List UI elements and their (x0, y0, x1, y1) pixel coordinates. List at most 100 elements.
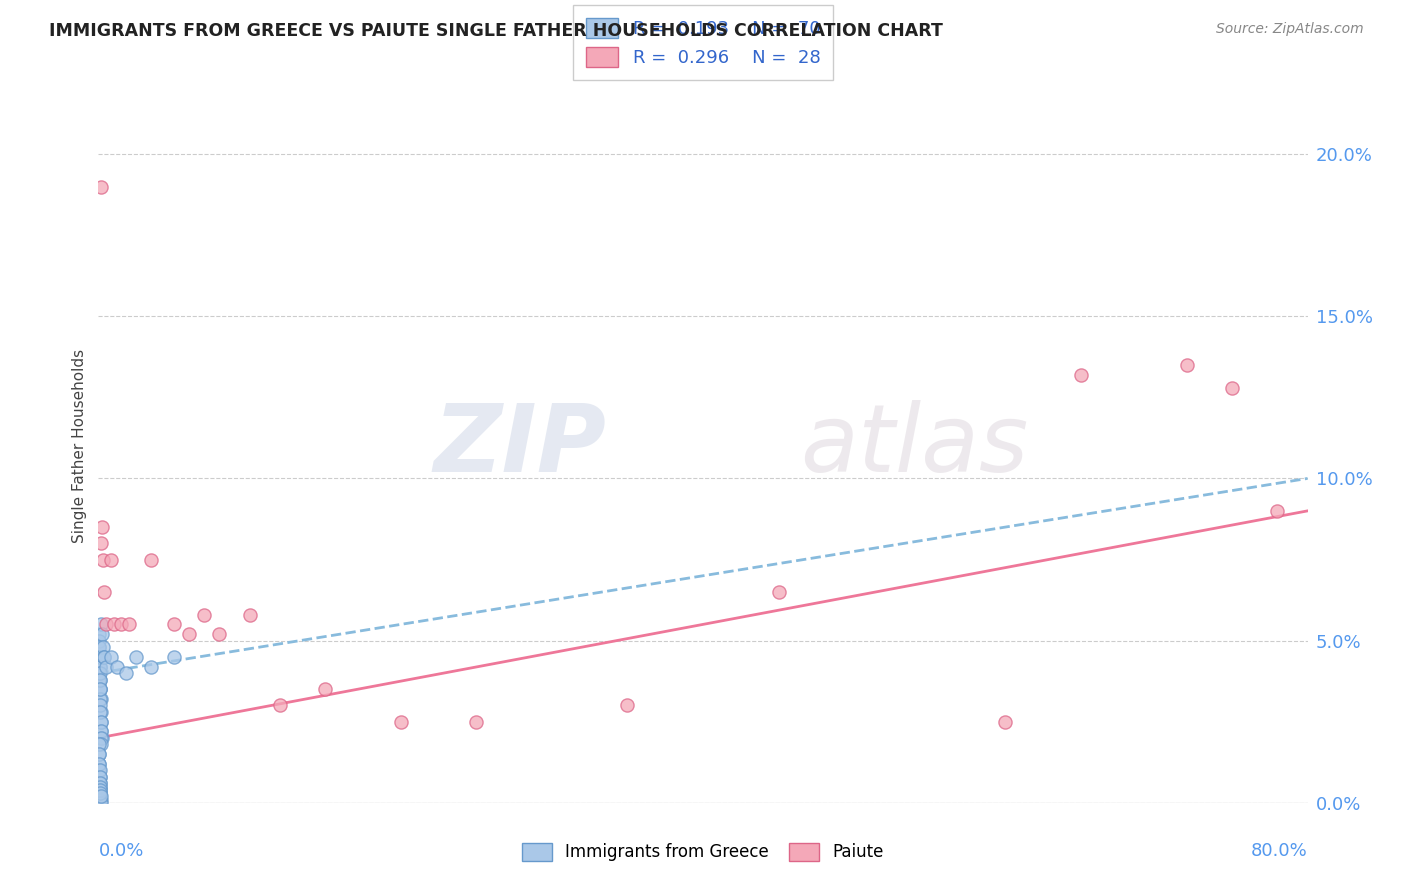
Point (89, 782, 111, 797)
Point (93, 649, 115, 664)
Point (89, 682, 111, 697)
Point (89, 666, 111, 681)
Point (89, 770, 111, 784)
Point (89, 782, 111, 797)
Point (89, 692, 111, 706)
Point (90, 792, 112, 806)
Point (89, 776, 111, 790)
Point (89, 705, 111, 719)
Point (89, 780, 111, 794)
Point (89, 780, 111, 794)
Legend: R =  0.193    N =  70, R =  0.296    N =  28: R = 0.193 N = 70, R = 0.296 N = 28 (574, 5, 832, 79)
Point (89, 792, 111, 806)
Point (89, 673, 111, 687)
Point (105, 659, 128, 673)
Text: Source: ZipAtlas.com: Source: ZipAtlas.com (1216, 22, 1364, 37)
Point (90, 714, 112, 729)
Point (89, 627, 111, 641)
Legend: Immigrants from Greece, Paiute: Immigrants from Greece, Paiute (516, 836, 890, 868)
Point (125, 649, 148, 664)
Point (93, 585, 115, 599)
Point (89, 789, 111, 804)
Point (90, 705, 112, 719)
Point (768, 585, 790, 599)
Text: IMMIGRANTS FROM GREECE VS PAIUTE SINGLE FATHER HOUSEHOLDS CORRELATION CHART: IMMIGRANTS FROM GREECE VS PAIUTE SINGLE … (49, 22, 943, 40)
Point (90, 731, 112, 745)
Point (91, 520, 114, 534)
Point (89, 666, 111, 681)
Point (89, 792, 111, 806)
Point (89, 789, 111, 804)
Point (90, 731, 112, 745)
Point (89, 796, 111, 810)
Point (94, 659, 117, 673)
Point (89, 786, 111, 800)
Point (89, 747, 111, 761)
Point (269, 698, 291, 713)
Point (91, 552, 114, 566)
Point (89, 782, 111, 797)
Text: atlas: atlas (800, 401, 1028, 491)
Point (118, 617, 141, 632)
Text: 0.0%: 0.0% (98, 842, 143, 860)
Point (90, 796, 112, 810)
Point (163, 617, 186, 632)
Point (389, 714, 412, 729)
Point (89, 770, 111, 784)
Point (89, 682, 111, 697)
Point (91, 640, 114, 654)
Point (141, 659, 163, 673)
Point (90, 692, 112, 706)
Point (103, 617, 125, 632)
Point (89, 786, 111, 800)
Point (110, 617, 132, 632)
Point (89, 738, 111, 752)
Point (1070, 368, 1092, 382)
Point (89, 649, 111, 664)
Point (89, 640, 111, 654)
Point (93, 649, 115, 664)
Point (90, 536, 112, 550)
Point (239, 607, 262, 622)
Point (90, 627, 112, 641)
Point (1175, 358, 1198, 372)
Point (89, 756, 111, 771)
Point (208, 627, 231, 641)
Point (314, 682, 336, 697)
Point (94, 617, 117, 632)
Point (89, 673, 111, 687)
Point (89, 776, 111, 790)
Point (89, 792, 111, 806)
Point (163, 649, 186, 664)
Text: 80.0%: 80.0% (1251, 842, 1308, 860)
Point (90, 789, 112, 804)
Point (90, 617, 112, 632)
Point (179, 627, 201, 641)
Point (89, 682, 111, 697)
Point (100, 649, 122, 664)
Text: ZIP: ZIP (433, 400, 606, 492)
Point (994, 714, 1017, 729)
Point (89, 659, 111, 673)
Point (89, 649, 111, 664)
Point (90, 724, 112, 739)
Point (89, 780, 111, 794)
Point (1220, 381, 1243, 395)
Point (90, 179, 112, 194)
Point (193, 607, 215, 622)
Point (89, 789, 111, 804)
Y-axis label: Single Father Households: Single Father Households (72, 349, 87, 543)
Point (616, 698, 638, 713)
Point (114, 666, 136, 681)
Point (89, 786, 111, 800)
Point (89, 756, 111, 771)
Point (90, 738, 112, 752)
Point (100, 552, 122, 566)
Point (90, 714, 112, 729)
Point (89, 659, 111, 673)
Point (89, 698, 111, 713)
Point (89, 747, 111, 761)
Point (89, 640, 111, 654)
Point (89, 633, 111, 648)
Point (465, 714, 488, 729)
